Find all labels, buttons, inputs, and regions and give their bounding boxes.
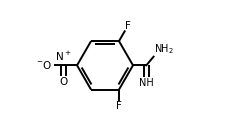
Text: NH$_2$: NH$_2$ bbox=[154, 43, 174, 56]
Text: NH: NH bbox=[139, 78, 154, 88]
Text: F: F bbox=[116, 101, 122, 111]
Text: N$^+$: N$^+$ bbox=[55, 50, 72, 63]
Text: $^{-}$O: $^{-}$O bbox=[36, 59, 52, 71]
Text: F: F bbox=[125, 21, 131, 31]
Text: O: O bbox=[60, 77, 68, 87]
